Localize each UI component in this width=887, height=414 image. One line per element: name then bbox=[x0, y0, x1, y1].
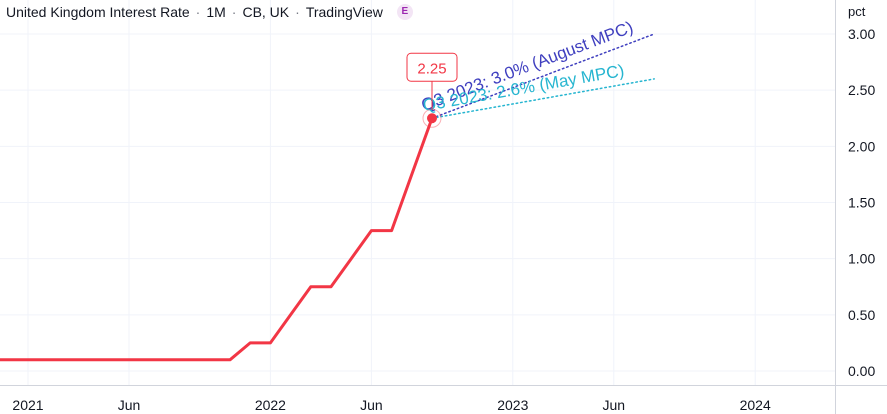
y-tick-label: 1.50 bbox=[848, 195, 875, 211]
x-tick-label: Jun bbox=[603, 397, 626, 413]
separator-dot: · bbox=[295, 4, 300, 20]
x-tick-label: 2023 bbox=[497, 397, 528, 413]
annotation-line[interactable] bbox=[431, 78, 655, 119]
y-tick-label: 1.00 bbox=[848, 251, 875, 267]
x-tick-label: Jun bbox=[118, 397, 141, 413]
value-label-layer: 2.25 bbox=[406, 52, 458, 110]
separator-dot: · bbox=[231, 4, 237, 20]
last-value-label: 2.25 bbox=[417, 60, 446, 77]
series-layer bbox=[0, 108, 442, 362]
last-value-label-box bbox=[406, 52, 458, 82]
y-tick-label: 0.50 bbox=[848, 307, 875, 323]
y-tick-label: 2.50 bbox=[848, 82, 875, 98]
annotation-line[interactable] bbox=[431, 33, 655, 119]
events-badge-icon[interactable]: E bbox=[396, 4, 413, 20]
x-tick-label: 2022 bbox=[255, 397, 286, 413]
series-line[interactable] bbox=[0, 117, 434, 362]
separator-dot: · bbox=[195, 4, 201, 20]
x-tick-label: 2021 bbox=[12, 397, 43, 413]
y-axis-unit: pct bbox=[848, 4, 866, 19]
chart-title: United Kingdom Interest Rate bbox=[6, 4, 190, 20]
x-tick-label: 2024 bbox=[740, 397, 771, 413]
last-point-marker[interactable] bbox=[427, 113, 437, 124]
y-tick-label: 2.00 bbox=[848, 138, 875, 154]
y-tick-label: 0.00 bbox=[848, 363, 875, 379]
chart-interval[interactable]: 1M bbox=[206, 4, 226, 20]
chart-header: United Kingdom Interest Rate · 1M · CB, … bbox=[6, 2, 413, 22]
y-tick-label: 3.00 bbox=[848, 26, 875, 42]
chart-platform: TradingView bbox=[305, 4, 383, 20]
x-tick-label: Jun bbox=[360, 397, 383, 413]
chart-source: CB, UK bbox=[242, 4, 290, 20]
grid bbox=[0, 0, 835, 385]
